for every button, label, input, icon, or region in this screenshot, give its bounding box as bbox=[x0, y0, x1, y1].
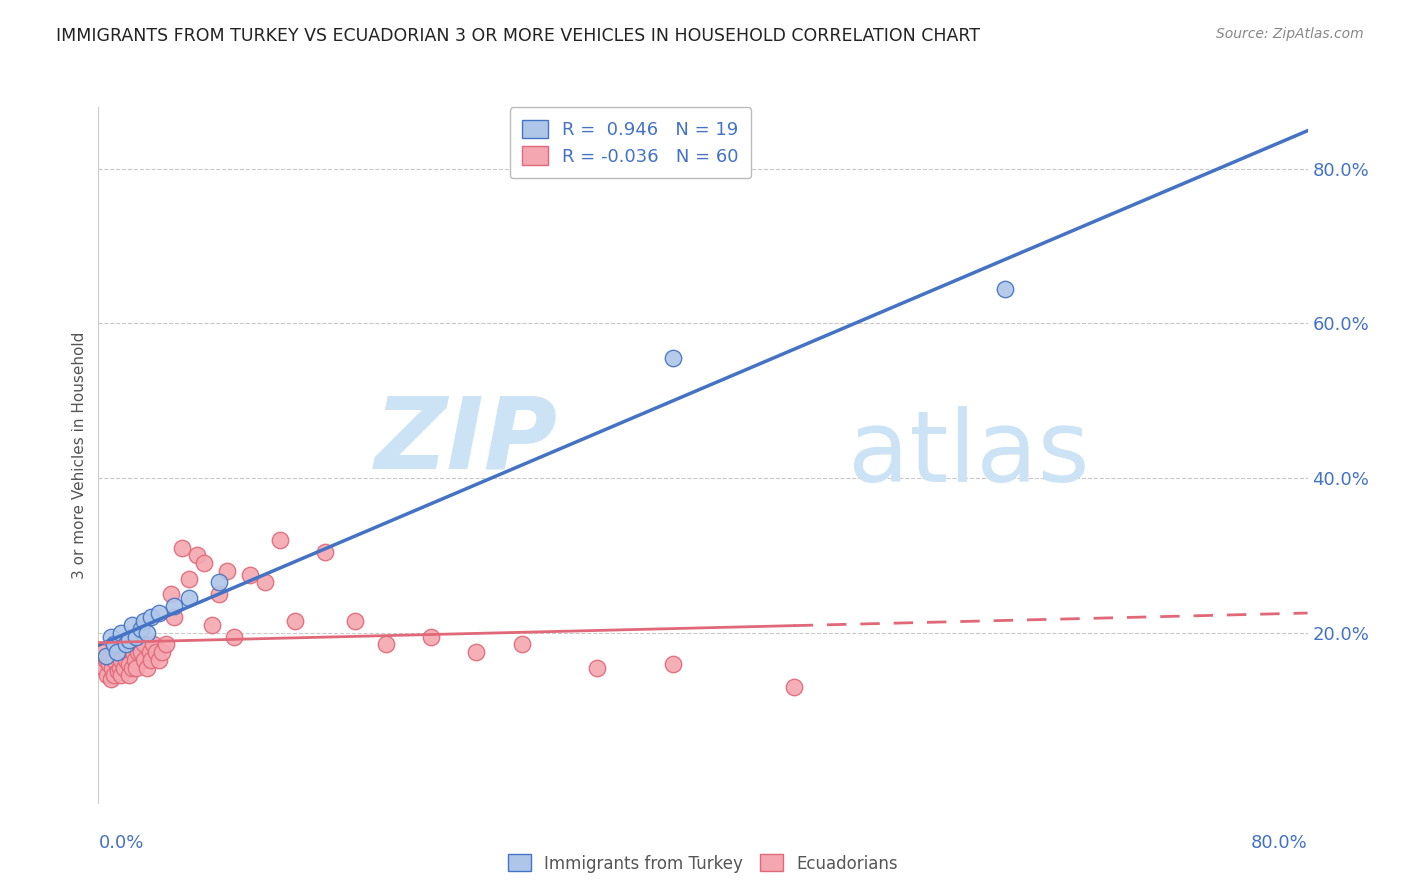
Point bbox=[239, 567, 262, 582]
Point bbox=[163, 599, 186, 613]
Point bbox=[186, 549, 208, 563]
Point bbox=[141, 610, 163, 624]
Point bbox=[155, 637, 177, 651]
Point bbox=[208, 587, 231, 601]
Point bbox=[100, 672, 122, 686]
Text: IMMIGRANTS FROM TURKEY VS ECUADORIAN 3 OR MORE VEHICLES IN HOUSEHOLD CORRELATION: IMMIGRANTS FROM TURKEY VS ECUADORIAN 3 O… bbox=[56, 27, 980, 45]
Point bbox=[129, 645, 152, 659]
Point bbox=[215, 564, 238, 578]
Legend: Immigrants from Turkey, Ecuadorians: Immigrants from Turkey, Ecuadorians bbox=[501, 847, 905, 880]
Point bbox=[103, 653, 125, 667]
Point bbox=[94, 648, 117, 663]
Point bbox=[661, 657, 683, 671]
Point bbox=[127, 645, 149, 659]
Point bbox=[510, 637, 533, 651]
Point bbox=[111, 637, 134, 651]
Point bbox=[96, 668, 118, 682]
Point bbox=[121, 618, 143, 632]
Point bbox=[100, 648, 122, 663]
Point bbox=[253, 575, 276, 590]
Point bbox=[314, 544, 336, 558]
Point bbox=[93, 660, 115, 674]
Point bbox=[145, 645, 167, 659]
Point bbox=[661, 351, 683, 366]
Point bbox=[135, 660, 157, 674]
Point bbox=[118, 633, 141, 648]
Point bbox=[201, 618, 224, 632]
Point bbox=[122, 645, 145, 659]
Point bbox=[110, 653, 132, 667]
Point bbox=[193, 556, 215, 570]
Point bbox=[782, 680, 804, 694]
Point bbox=[374, 637, 396, 651]
Point bbox=[94, 653, 117, 667]
Point bbox=[125, 630, 148, 644]
Point bbox=[129, 622, 152, 636]
Point bbox=[269, 533, 291, 547]
Point bbox=[224, 630, 246, 644]
Point bbox=[103, 637, 125, 651]
Point bbox=[132, 614, 155, 628]
Point bbox=[105, 645, 128, 659]
Point bbox=[160, 587, 183, 601]
Point bbox=[419, 630, 441, 644]
Point bbox=[284, 614, 307, 628]
Point bbox=[118, 657, 141, 671]
Point bbox=[148, 607, 170, 621]
Point bbox=[344, 614, 367, 628]
Text: 0.0%: 0.0% bbox=[98, 834, 143, 852]
Point bbox=[142, 637, 165, 651]
Point bbox=[110, 668, 132, 682]
Point bbox=[118, 668, 141, 682]
Point bbox=[108, 660, 131, 674]
Point bbox=[114, 637, 136, 651]
Point bbox=[115, 645, 138, 659]
Point bbox=[177, 572, 201, 586]
Point bbox=[121, 660, 143, 674]
Point bbox=[994, 282, 1017, 296]
Point bbox=[100, 630, 122, 644]
Point bbox=[135, 625, 157, 640]
Point bbox=[114, 653, 136, 667]
Point bbox=[110, 625, 132, 640]
Point bbox=[132, 653, 155, 667]
Point bbox=[586, 660, 609, 674]
Point bbox=[101, 660, 124, 674]
Point bbox=[107, 665, 129, 679]
Point bbox=[148, 653, 170, 667]
Point bbox=[124, 653, 146, 667]
Point bbox=[112, 660, 135, 674]
Point bbox=[465, 645, 488, 659]
Point bbox=[177, 591, 201, 605]
Point bbox=[98, 657, 121, 671]
Point bbox=[141, 653, 163, 667]
Legend: R =  0.946   N = 19, R = -0.036   N = 60: R = 0.946 N = 19, R = -0.036 N = 60 bbox=[510, 107, 751, 178]
Point bbox=[105, 645, 128, 659]
Point bbox=[90, 645, 112, 659]
Point bbox=[163, 610, 186, 624]
Text: atlas: atlas bbox=[848, 407, 1090, 503]
Text: 80.0%: 80.0% bbox=[1251, 834, 1308, 852]
Point bbox=[170, 541, 193, 555]
Y-axis label: 3 or more Vehicles in Household: 3 or more Vehicles in Household bbox=[72, 331, 87, 579]
Point bbox=[139, 645, 162, 659]
Point bbox=[125, 660, 148, 674]
Point bbox=[132, 637, 155, 651]
Text: ZIP: ZIP bbox=[375, 392, 558, 490]
Point bbox=[208, 575, 231, 590]
Point bbox=[150, 645, 173, 659]
Text: Source: ZipAtlas.com: Source: ZipAtlas.com bbox=[1216, 27, 1364, 41]
Point bbox=[103, 668, 125, 682]
